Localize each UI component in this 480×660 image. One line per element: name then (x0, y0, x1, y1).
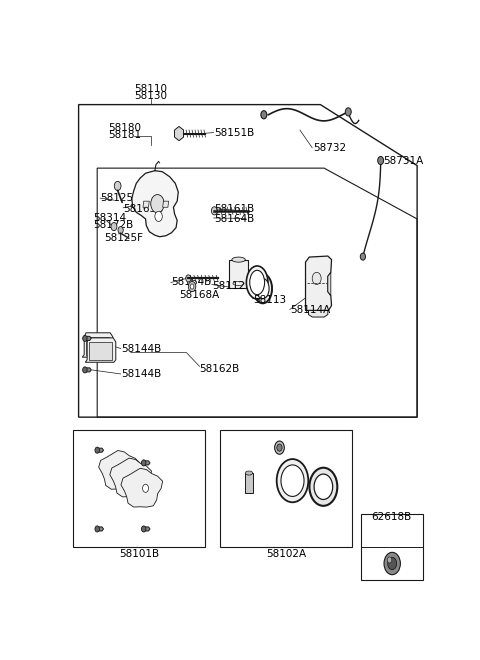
Circle shape (360, 253, 365, 260)
Text: 58110: 58110 (134, 84, 168, 94)
Ellipse shape (310, 468, 337, 506)
Bar (361, 513, 423, 579)
Circle shape (83, 335, 87, 341)
Text: 58112: 58112 (213, 280, 246, 290)
Circle shape (143, 484, 148, 492)
Ellipse shape (232, 257, 245, 262)
Polygon shape (175, 127, 183, 141)
Circle shape (151, 195, 164, 213)
Text: 58180: 58180 (108, 123, 142, 133)
Circle shape (275, 441, 284, 454)
Polygon shape (132, 171, 178, 237)
Text: 58114A: 58114A (290, 306, 331, 315)
Polygon shape (99, 451, 140, 489)
Polygon shape (309, 310, 328, 317)
Bar (245, 473, 252, 494)
Text: 58181: 58181 (108, 130, 142, 140)
Polygon shape (143, 201, 149, 207)
Circle shape (378, 156, 384, 164)
Ellipse shape (256, 279, 269, 299)
Ellipse shape (245, 471, 252, 475)
Polygon shape (96, 448, 104, 452)
Circle shape (387, 557, 392, 563)
Text: 58164B: 58164B (171, 277, 211, 288)
Polygon shape (83, 333, 113, 357)
Text: 58125: 58125 (100, 193, 133, 203)
Text: 58161B: 58161B (215, 204, 254, 214)
Text: 58314: 58314 (93, 213, 126, 224)
Ellipse shape (281, 465, 304, 496)
Polygon shape (96, 527, 104, 531)
Circle shape (188, 281, 196, 292)
Ellipse shape (246, 266, 268, 299)
Text: 58164B: 58164B (215, 214, 254, 224)
Bar (86, 337, 109, 354)
Bar (229, 259, 248, 288)
Circle shape (83, 367, 87, 373)
Circle shape (114, 182, 121, 191)
Text: 58151B: 58151B (215, 127, 254, 137)
Polygon shape (142, 461, 150, 465)
Circle shape (132, 474, 137, 482)
Text: 58101B: 58101B (119, 549, 159, 559)
Circle shape (345, 108, 351, 116)
Bar (220, 430, 352, 546)
Circle shape (120, 467, 126, 475)
Text: 58130: 58130 (134, 91, 168, 101)
Polygon shape (163, 201, 168, 207)
Text: 58144B: 58144B (121, 344, 162, 354)
Text: 58102A: 58102A (266, 549, 306, 559)
Ellipse shape (276, 459, 308, 502)
Ellipse shape (314, 474, 333, 500)
Text: 58113: 58113 (253, 295, 287, 305)
Ellipse shape (250, 271, 264, 294)
Circle shape (186, 275, 191, 282)
Bar (89, 342, 112, 360)
Bar (73, 430, 205, 546)
Polygon shape (110, 458, 152, 497)
Circle shape (142, 526, 146, 532)
Polygon shape (85, 338, 116, 362)
Polygon shape (83, 337, 91, 341)
Circle shape (277, 444, 282, 451)
Circle shape (111, 222, 117, 230)
Circle shape (95, 526, 99, 532)
Circle shape (312, 273, 321, 284)
Text: 58732: 58732 (313, 143, 346, 153)
Text: 58125F: 58125F (104, 233, 143, 243)
Text: 58144B: 58144B (121, 369, 162, 379)
Text: 58731A: 58731A (384, 156, 424, 166)
Circle shape (118, 226, 123, 234)
Polygon shape (305, 256, 332, 310)
Circle shape (142, 460, 146, 466)
Circle shape (261, 111, 267, 119)
Polygon shape (142, 527, 150, 531)
Circle shape (211, 207, 217, 215)
Text: 58162B: 58162B (200, 364, 240, 374)
Ellipse shape (253, 274, 272, 304)
Circle shape (384, 552, 400, 575)
Polygon shape (83, 368, 91, 372)
Text: 58172B: 58172B (93, 220, 133, 230)
Circle shape (95, 447, 99, 453)
Circle shape (190, 284, 194, 289)
Polygon shape (121, 469, 163, 507)
Text: 58163B: 58163B (123, 204, 164, 214)
Circle shape (388, 558, 396, 570)
Text: 58168A: 58168A (179, 290, 219, 300)
Text: 62618B: 62618B (372, 512, 412, 522)
Polygon shape (328, 273, 331, 296)
Circle shape (155, 211, 162, 222)
